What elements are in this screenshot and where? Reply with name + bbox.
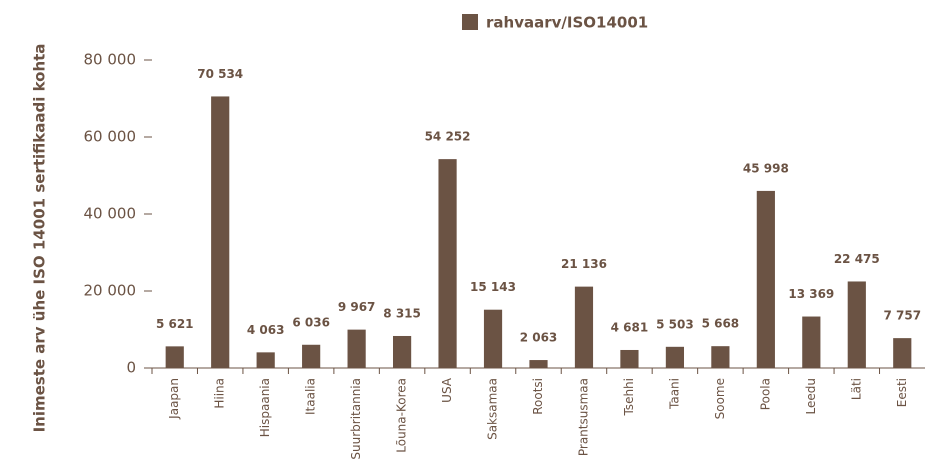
value-label: 54 252 [425, 130, 471, 144]
value-label: 9 967 [338, 300, 376, 314]
value-label: 4 063 [247, 323, 285, 337]
value-label: 8 315 [383, 306, 421, 320]
bar [711, 346, 730, 368]
bar [529, 360, 548, 368]
value-label: 13 369 [788, 287, 834, 301]
value-label: 4 681 [611, 320, 649, 334]
y-tick-label: 20 000 [84, 282, 137, 300]
value-label: 70 534 [197, 67, 243, 81]
bar [347, 329, 366, 368]
x-tick-label: Lõuna-Korea [395, 378, 409, 453]
x-tick-label: Suurbritannia [349, 378, 363, 460]
x-tick-label: Taani [667, 378, 681, 410]
value-label: 5 621 [156, 317, 194, 331]
x-tick-label: Läti [849, 378, 863, 400]
x-tick-label: Saksamaa [486, 378, 500, 440]
value-label: 6 036 [292, 315, 330, 329]
value-label: 7 757 [883, 309, 921, 323]
value-label: 5 668 [702, 317, 740, 331]
x-tick-label: Hiina [213, 378, 227, 409]
y-tick-label: 60 000 [84, 128, 137, 146]
y-tick-label: 0 [126, 359, 136, 377]
x-tick-label: Jaapan [167, 378, 181, 420]
value-label: 45 998 [743, 161, 789, 175]
legend-label: rahvaarv/ISO14001 [486, 14, 648, 32]
bar [574, 286, 594, 368]
bar [483, 309, 503, 368]
y-axis-label: Inimeste arv ühe ISO 14001 sertifikaadi … [31, 44, 49, 433]
bar [756, 190, 775, 368]
x-tick-label: Poola [758, 378, 772, 410]
x-tick-label: Leedu [804, 378, 818, 414]
y-tick-label: 80 000 [84, 51, 137, 69]
bar [893, 338, 912, 368]
x-tick-label: Eesti [895, 378, 909, 407]
bar [165, 346, 184, 368]
bar [847, 281, 866, 368]
x-tick-label: USA [440, 377, 454, 403]
bar [620, 349, 639, 368]
x-tick-label: Prantsusmaa [576, 378, 590, 456]
bar [211, 96, 230, 369]
bar [256, 352, 275, 368]
bar [392, 335, 412, 368]
value-label: 21 136 [561, 257, 607, 271]
value-label: 2 063 [520, 331, 558, 345]
bar [665, 346, 685, 368]
x-tick-label: Tsehhi [622, 378, 636, 417]
y-tick-label: 40 000 [84, 205, 137, 223]
x-tick-label: Hispaania [258, 378, 272, 437]
bar [438, 159, 457, 368]
bar [302, 344, 321, 368]
x-tick-label: Soome [713, 378, 727, 419]
value-label: 22 475 [834, 252, 880, 266]
value-label: 15 143 [470, 280, 516, 294]
bar [802, 316, 821, 368]
legend-swatch [462, 14, 478, 30]
value-label: 5 503 [656, 317, 694, 331]
x-tick-label: Rootsi [531, 378, 545, 415]
x-tick-label: Itaalia [304, 378, 318, 415]
